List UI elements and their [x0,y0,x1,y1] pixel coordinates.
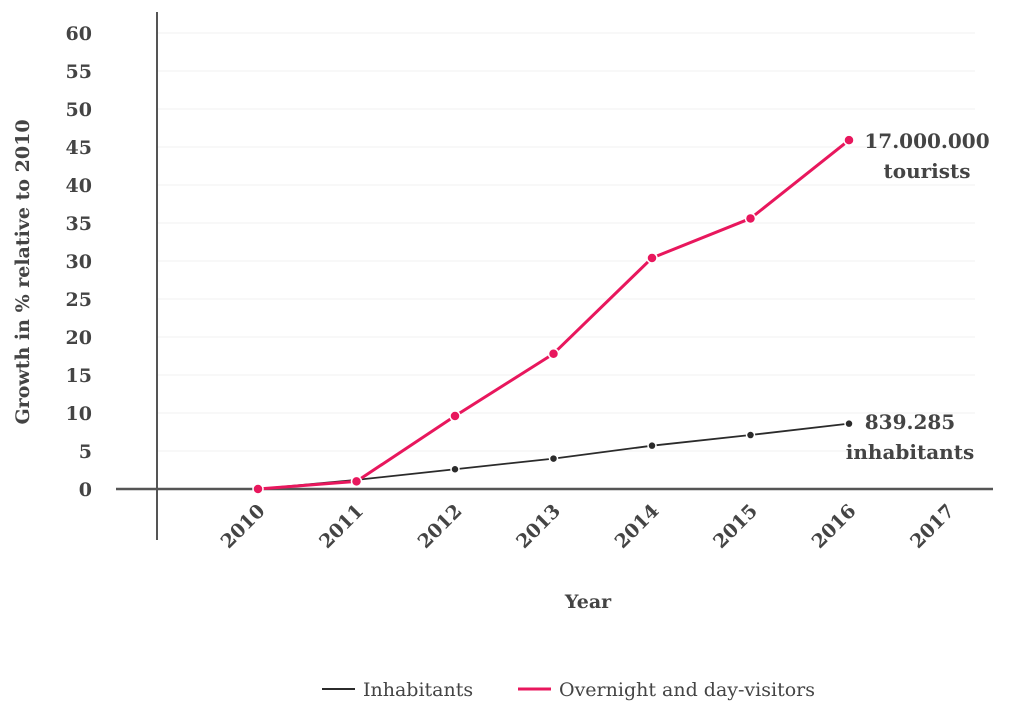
series-0-point-2015 [745,430,756,440]
series-1-point-2013 [547,347,560,360]
series-1-point-2010 [252,483,264,495]
annotation-1-line-0: 839.285 [865,410,955,434]
series-line-1 [256,138,851,491]
x-tick-label-2011: 2011 [315,500,368,553]
y-tick-label-20: 20 [66,327,92,349]
x-tick-label-2012: 2012 [414,500,467,553]
annotation-1-line-1: inhabitants [846,440,974,464]
y-tick-label-50: 50 [66,99,92,121]
series-1-point-2015 [744,212,757,225]
annotation-0-line-0: 17.000.000 [864,129,989,153]
series-1-point-2011 [350,475,363,488]
x-tick-label-2010: 2010 [217,500,270,553]
series-0-point-2013 [548,453,559,464]
x-tick-label-2013: 2013 [512,500,565,553]
x-tick-label-2015: 2015 [709,500,762,553]
annotations: 17.000.000 tourists 839.285 inhabitants [846,129,990,464]
x-tick-label-2014: 2014 [611,500,664,553]
y-tick-label-40: 40 [66,175,92,197]
series-1-point-2016 [843,134,855,146]
legend: Inhabitants Overnight and day-visitors [322,679,815,701]
y-tick-label-25: 25 [66,289,92,311]
series-0-point-2016 [844,418,854,429]
y-tick-label-5: 5 [79,441,92,463]
series-0-point-2014 [647,440,657,451]
y-tick-label-0: 0 [79,479,92,501]
y-tick-label-10: 10 [66,403,92,425]
series-1-point-2014 [646,252,658,264]
y-tick-label-30: 30 [66,251,92,273]
y-tick-label-45: 45 [66,137,92,159]
series-0-point-2012 [450,464,460,474]
legend-label-visitors: Overnight and day-visitors [559,679,815,701]
x-axis-title: Year [564,591,612,613]
y-tick-label-15: 15 [66,365,92,387]
y-axis-title: Growth in % relative to 2010 [12,119,34,424]
y-tick-label-35: 35 [66,213,92,235]
legend-label-inhabitants: Inhabitants [363,679,473,701]
series-1-point-2012 [449,410,461,422]
y-tick-label-60: 60 [66,23,92,45]
series-lines [252,134,855,495]
x-tick-label-2017: 2017 [906,500,959,553]
grid-lines [157,32,975,452]
y-tick-labels: 0 5 10 15 20 25 30 35 40 45 50 55 60 [66,23,92,501]
x-tick-label-2016: 2016 [808,500,861,553]
y-tick-label-55: 55 [66,61,92,83]
annotation-0-line-1: tourists [883,159,970,183]
x-tick-labels: 2010 2011 2012 2013 2014 2015 2016 2017 [217,500,959,553]
